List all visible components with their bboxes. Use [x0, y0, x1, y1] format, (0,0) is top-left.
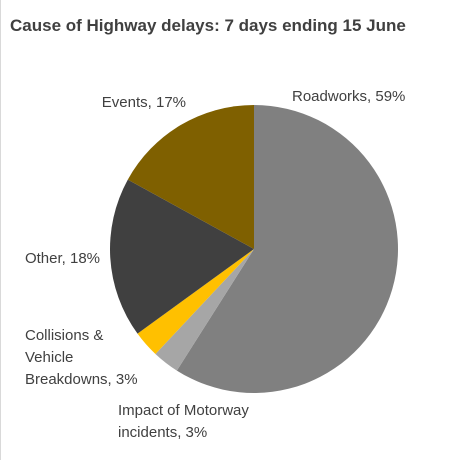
pie-slice [155, 249, 254, 371]
pie-slice [137, 249, 254, 354]
slice-label-line: Events, 17% [102, 94, 186, 111]
slice-label-line: Collisions & [25, 327, 103, 344]
slice-label: Roadworks, 59% [292, 88, 405, 105]
slice-label-line: Impact of Motorway [118, 402, 249, 419]
chart-title: Cause of Highway delays: 7 days ending 1… [10, 16, 406, 35]
pie-slice [127, 105, 254, 249]
slice-label: Collisions & Vehicle Breakdowns, 3% [25, 327, 138, 388]
slice-label-line: incidents, 3% [118, 424, 207, 441]
slice-label: Other, 18% [25, 250, 100, 267]
pie-slice [176, 105, 398, 393]
slice-label-line: Other, 18% [25, 250, 100, 267]
slice-label: Impact of Motorway incidents, 3% [118, 402, 249, 441]
slice-label-line: Vehicle [25, 349, 73, 366]
slice-label-line: Breakdowns, 3% [25, 371, 138, 388]
pie-slice [109, 179, 254, 334]
slice-label-line: Roadworks, 59% [292, 88, 405, 105]
slice-label: Events, 17% [102, 94, 186, 111]
